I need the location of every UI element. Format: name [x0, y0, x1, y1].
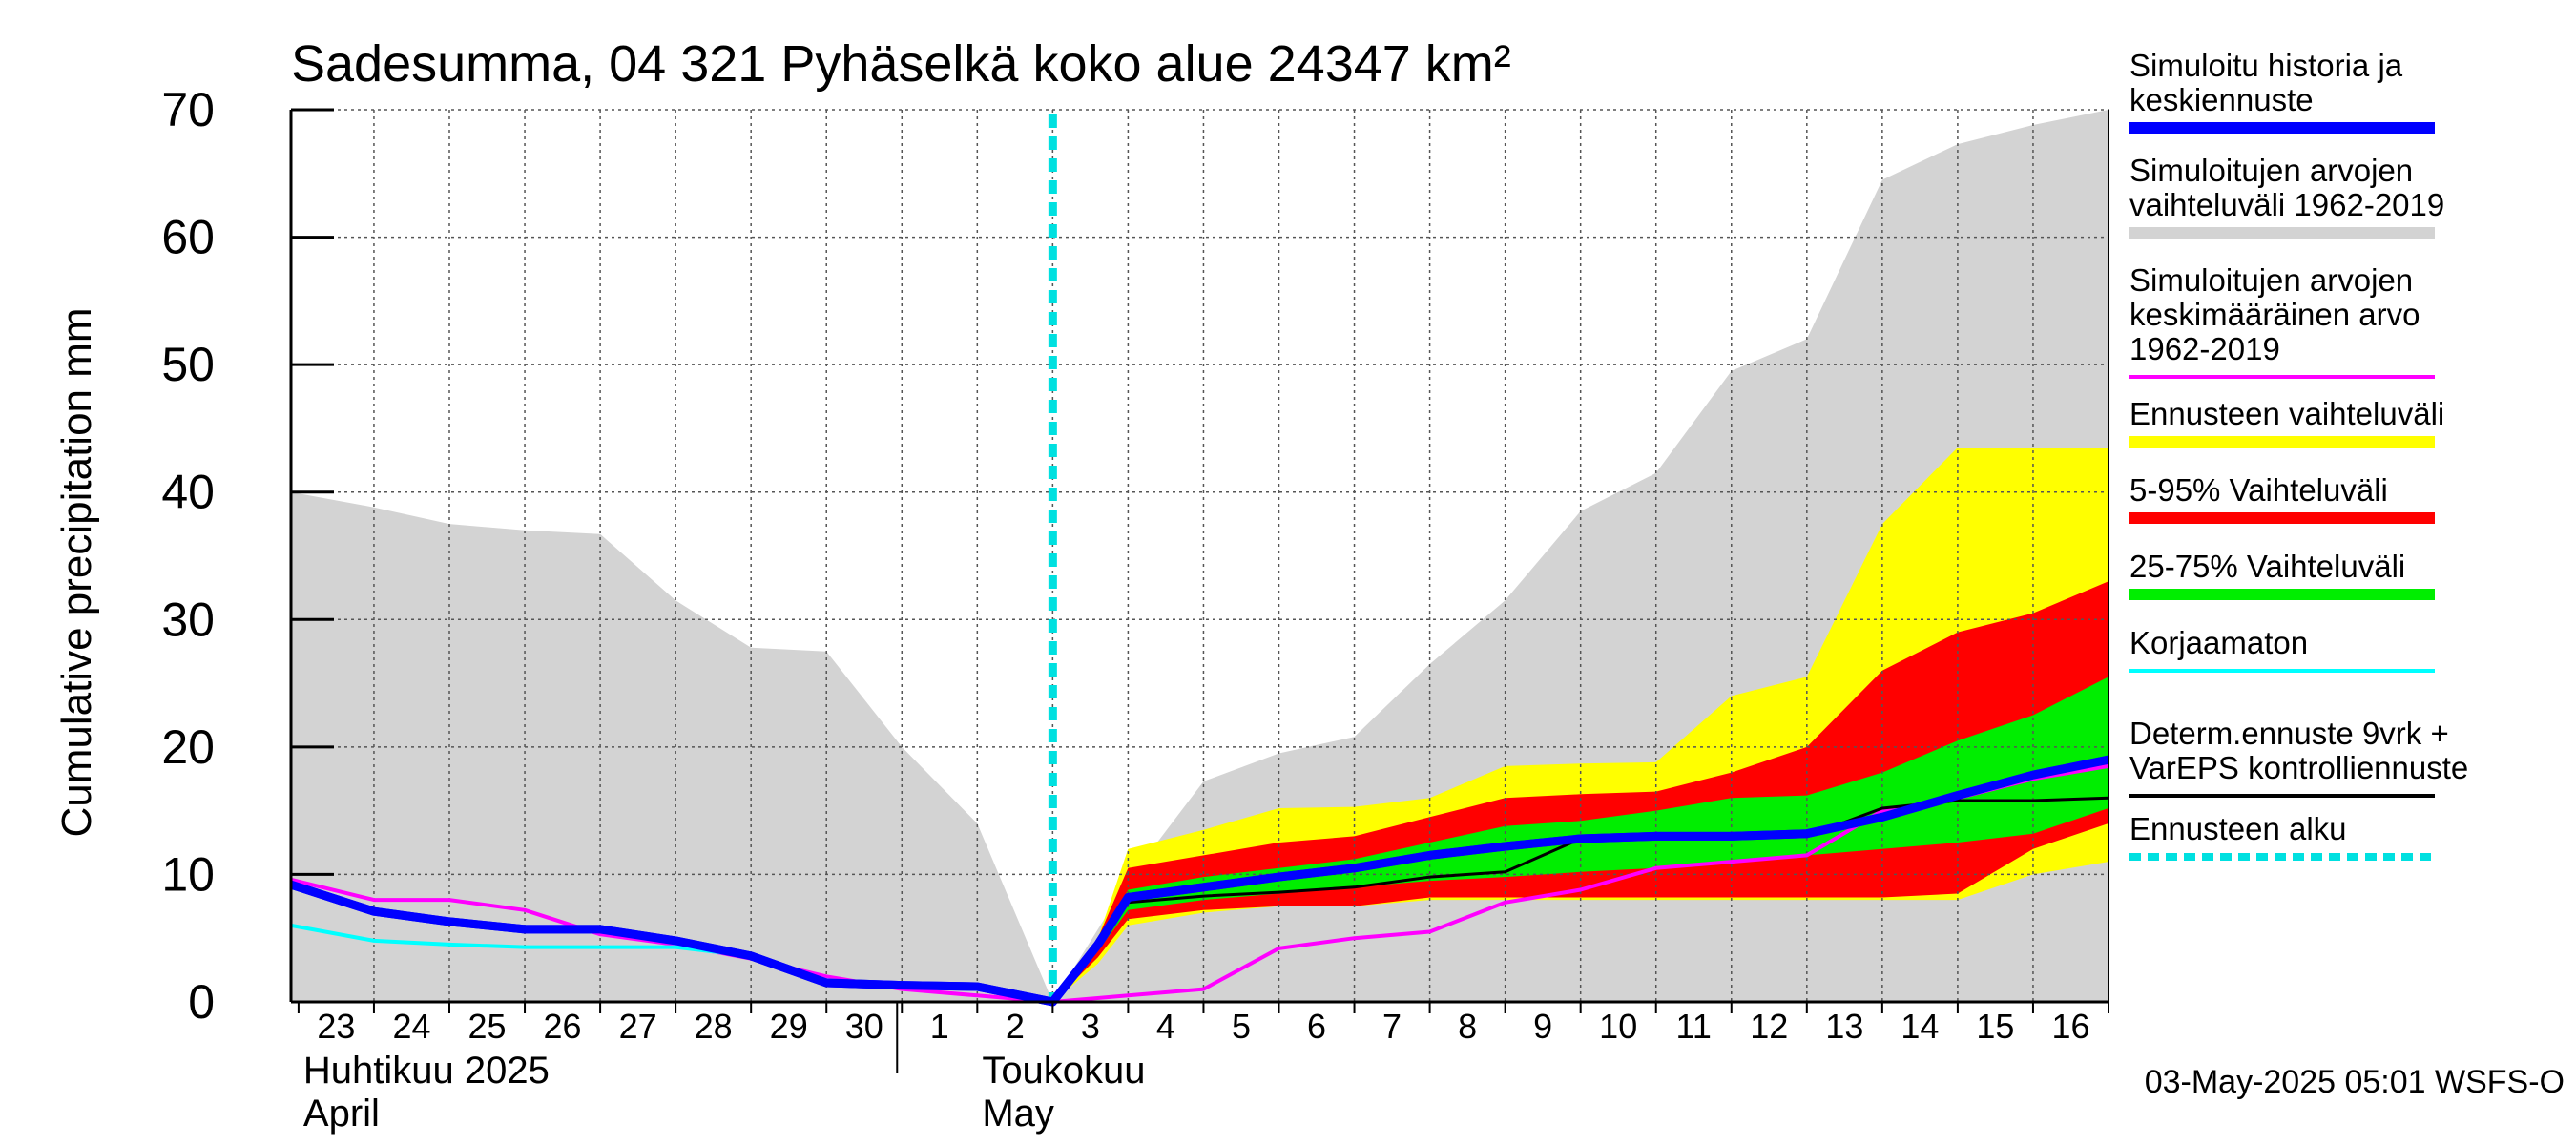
x-tick-label: 12: [1750, 1007, 1788, 1046]
y-tick-label: 50: [161, 338, 215, 391]
x-tick-label: 14: [1901, 1007, 1939, 1046]
legend-label: 5-95% Vaihteluväli: [2129, 472, 2388, 508]
legend-label: Ennusteen vaihteluväli: [2129, 396, 2444, 431]
month-label-english: April: [303, 1093, 380, 1135]
y-tick-label: 0: [188, 975, 215, 1029]
y-tick-label: 70: [161, 83, 215, 136]
legend-label: Korjaamaton: [2129, 625, 2308, 660]
x-tick-label: 24: [392, 1007, 430, 1046]
x-tick-label: 8: [1458, 1007, 1477, 1046]
legend-label: 1962-2019: [2129, 331, 2280, 366]
y-tick-label: 40: [161, 466, 215, 519]
footer-timestamp: 03-May-2025 05:01 WSFS-O: [2145, 1064, 2565, 1100]
legend-label: Simuloitujen arvojen: [2129, 262, 2413, 298]
x-tick-label: 26: [544, 1007, 582, 1046]
month-label-finnish: Huhtikuu 2025: [303, 1050, 550, 1092]
x-tick-label: 28: [695, 1007, 733, 1046]
plot-area: [291, 110, 2109, 1002]
y-tick-label: 20: [161, 720, 215, 774]
x-tick-label: 27: [619, 1007, 657, 1046]
x-tick-label: 16: [2051, 1007, 2089, 1046]
x-tick-label: 2: [1006, 1007, 1025, 1046]
y-tick-label: 60: [161, 211, 215, 264]
y-tick-label: 10: [161, 847, 215, 901]
x-tick-label: 9: [1533, 1007, 1552, 1046]
series-line-2: [290, 763, 2109, 1004]
series-layer: [289, 114, 2109, 1007]
x-tick-label: 30: [845, 1007, 883, 1046]
y-axis-label: Cumulative precipitation mm: [53, 307, 100, 837]
legend-label: Simuloitujen arvojen: [2129, 153, 2413, 188]
p5-95-band: [1052, 581, 2109, 1002]
legend-label: keskiennuste: [2129, 82, 2314, 117]
x-tick-label: 23: [317, 1007, 355, 1046]
x-tick-label: 6: [1307, 1007, 1326, 1046]
x-tick-label: 15: [1976, 1007, 2014, 1046]
chart-title: Sadesumma, 04 321 Pyhäselkä koko alue 24…: [291, 35, 1511, 93]
x-tick-label: 3: [1081, 1007, 1100, 1046]
legend-label: vaihteluväli 1962-2019: [2129, 187, 2444, 222]
legend-label: keskimääräinen arvo: [2129, 297, 2420, 332]
x-tick-label: 25: [467, 1007, 506, 1046]
x-tick-label: 10: [1599, 1007, 1637, 1046]
legend-label: VarEPS kontrolliennuste: [2129, 750, 2468, 785]
legend-label: Determ.ennuste 9vrk +: [2129, 716, 2449, 751]
month-label-finnish: Toukokuu: [982, 1050, 1145, 1092]
grid: [291, 109, 2109, 1002]
x-tick-label: 7: [1382, 1007, 1402, 1046]
month-label-english: May: [982, 1093, 1054, 1135]
legend-label: Simuloitu historia ja: [2129, 48, 2403, 83]
x-tick-label: 13: [1825, 1007, 1863, 1046]
y-tick-label: 30: [161, 593, 215, 646]
x-tick-label: 29: [770, 1007, 808, 1046]
legend-label: Ennusteen alku: [2129, 811, 2347, 846]
x-tick-label: 11: [1676, 1007, 1712, 1046]
series-line-main: [289, 755, 2109, 1007]
x-tick-label: 4: [1156, 1007, 1175, 1046]
legend-label: 25-75% Vaihteluväli: [2129, 549, 2405, 584]
x-tick-label: 1: [930, 1007, 949, 1046]
x-tick-label: 5: [1232, 1007, 1251, 1046]
